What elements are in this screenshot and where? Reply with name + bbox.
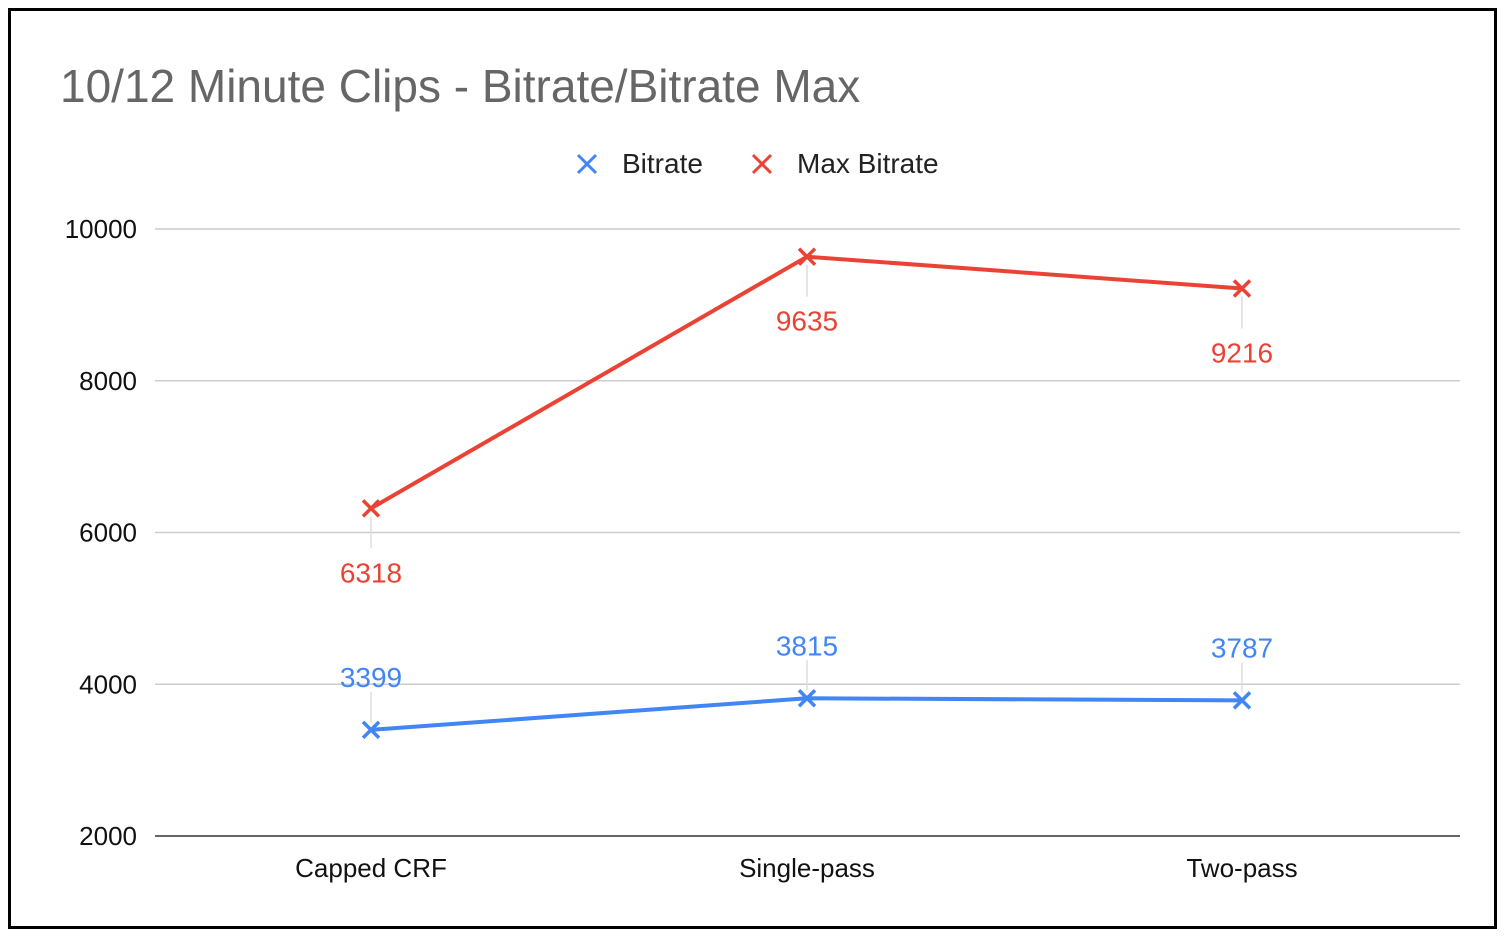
y-tick-label: 2000 [79, 821, 137, 851]
data-point-marker [1232, 691, 1252, 710]
legend-label: Bitrate [622, 148, 703, 179]
data-point-marker [361, 720, 381, 740]
y-tick-label: 6000 [79, 518, 137, 548]
legend-x-marker-icon [751, 153, 773, 175]
data-label: 3787 [1211, 632, 1273, 663]
y-axis-ticks: 2000 4000 6000 8000 10000 [65, 214, 137, 851]
chart-frame [8, 8, 1497, 929]
x-tick-label: Two-pass [1186, 853, 1297, 883]
data-labels: 3399 3815 3787 6318 9635 9216 [340, 306, 1273, 693]
y-tick-label: 4000 [79, 669, 137, 699]
data-point-marker [797, 247, 817, 266]
y-tick-label: 10000 [65, 214, 137, 244]
data-label: 3815 [776, 630, 838, 661]
series-markers [361, 247, 1252, 740]
x-axis-ticks: Capped CRF Single-pass Two-pass [295, 853, 1298, 883]
legend: Bitrate Max Bitrate [576, 148, 939, 179]
data-label: 9216 [1211, 337, 1273, 368]
chart-title: 10/12 Minute Clips - Bitrate/Bitrate Max [60, 60, 860, 112]
data-label: 9635 [776, 306, 838, 337]
legend-x-marker-icon [576, 153, 598, 175]
y-tick-label: 8000 [79, 366, 137, 396]
series-line [369, 696, 1244, 732]
label-leader-lines [370, 264, 1243, 722]
data-label: 6318 [340, 557, 402, 588]
x-tick-label: Capped CRF [295, 853, 447, 883]
legend-label: Max Bitrate [797, 148, 939, 179]
data-point-marker [797, 689, 817, 708]
data-point-marker [1232, 279, 1252, 298]
legend-item: Bitrate [576, 148, 703, 179]
x-tick-label: Single-pass [739, 853, 875, 883]
data-label: 3399 [340, 662, 402, 693]
data-point-marker [361, 499, 381, 518]
legend-item: Max Bitrate [751, 148, 939, 179]
